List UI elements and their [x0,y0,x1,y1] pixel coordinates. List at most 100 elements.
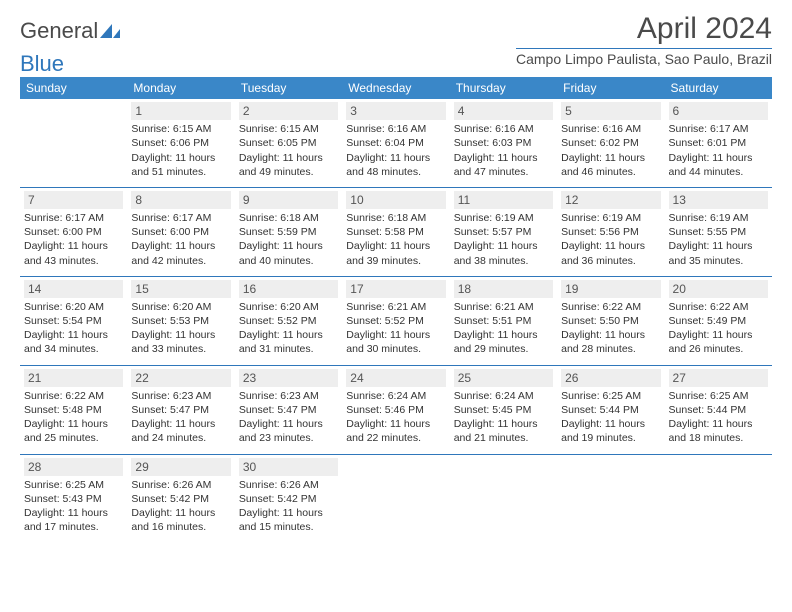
day-details: Sunrise: 6:22 AMSunset: 5:49 PMDaylight:… [669,300,768,357]
calendar-week-row: 28Sunrise: 6:25 AMSunset: 5:43 PMDayligh… [20,454,772,542]
day-details: Sunrise: 6:19 AMSunset: 5:57 PMDaylight:… [454,211,553,268]
day-details: Sunrise: 6:26 AMSunset: 5:42 PMDaylight:… [131,478,230,535]
day-number: 6 [669,102,768,120]
day-line: Sunset: 6:04 PM [346,136,445,150]
calendar-day-cell [557,454,664,542]
day-number: 9 [239,191,338,209]
day-line: and 47 minutes. [454,165,553,179]
calendar-day-cell: 5 Sunrise: 6:16 AMSunset: 6:02 PMDaylight… [557,99,664,187]
day-line: Daylight: 11 hours [131,417,230,431]
day-line: and 49 minutes. [239,165,338,179]
calendar-day-cell: 20Sunrise: 6:22 AMSunset: 5:49 PMDayligh… [665,276,772,365]
day-details: Sunrise: 6:16 AMSunset: 6:03 PMDaylight:… [454,122,553,179]
day-number: 14 [24,280,123,298]
logo-text-2: Blue [20,51,64,77]
day-line: Daylight: 11 hours [669,151,768,165]
calendar-day-cell: 3Sunrise: 6:16 AMSunset: 6:04 PMDaylight… [342,99,449,187]
day-line: Sunset: 6:05 PM [239,136,338,150]
calendar-day-cell: 21Sunrise: 6:22 AMSunset: 5:48 PMDayligh… [20,365,127,454]
day-line: Sunrise: 6:19 AM [561,211,660,225]
day-line: and 16 minutes. [131,520,230,534]
day-details: Sunrise: 6:17 AMSunset: 6:01 PMDaylight:… [669,122,768,179]
day-details: Sunrise: 6:26 AMSunset: 5:42 PMDaylight:… [239,478,338,535]
calendar-day-cell: 22 Sunrise: 6:23 AMSunset: 5:47 PMDayligh… [127,365,234,454]
day-line: and 36 minutes. [561,254,660,268]
day-details: Sunrise: 6:16 AMSunset: 6:02 PMDaylight:… [561,122,660,179]
day-details: Sunrise: 6:25 AMSunset: 5:44 PMDaylight:… [669,389,768,446]
day-line: and 46 minutes. [561,165,660,179]
calendar-day-cell: 29Sunrise: 6:26 AMSunset: 5:42 PMDayligh… [127,454,234,542]
day-line: and 48 minutes. [346,165,445,179]
day-line: Sunrise: 6:17 AM [131,211,230,225]
day-line: Daylight: 11 hours [561,417,660,431]
day-line: Sunset: 5:52 PM [239,314,338,328]
day-line: and 23 minutes. [239,431,338,445]
day-line: and 22 minutes. [346,431,445,445]
day-line: Sunset: 6:06 PM [131,136,230,150]
day-line: Sunset: 6:00 PM [24,225,123,239]
day-details: Sunrise: 6:15 AMSunset: 6:06 PMDaylight:… [131,122,230,179]
day-line: Sunrise: 6:22 AM [561,300,660,314]
day-line: Sunrise: 6:18 AM [239,211,338,225]
day-line: Sunset: 5:42 PM [239,492,338,506]
day-number: 4 [454,102,553,120]
day-line: Sunset: 6:02 PM [561,136,660,150]
day-number: 10 [346,191,445,209]
calendar-day-cell: 18Sunrise: 6:21 AMSunset: 5:51 PMDayligh… [450,276,557,365]
day-line: and 24 minutes. [131,431,230,445]
day-line: Sunrise: 6:22 AM [669,300,768,314]
weekday-header: Wednesday [342,77,449,99]
day-line: Sunset: 5:48 PM [24,403,123,417]
day-line: Sunrise: 6:22 AM [24,389,123,403]
day-line: Sunset: 5:51 PM [454,314,553,328]
day-details: Sunrise: 6:23 AMSunset: 5:47 PMDaylight:… [131,389,230,446]
day-line: Sunrise: 6:16 AM [561,122,660,136]
day-line: Sunset: 5:58 PM [346,225,445,239]
calendar-day-cell: 4 Sunrise: 6:16 AMSunset: 6:03 PMDaylight… [450,99,557,187]
day-line: Sunrise: 6:24 AM [346,389,445,403]
calendar-day-cell: 26Sunrise: 6:25 AMSunset: 5:44 PMDayligh… [557,365,664,454]
calendar-day-cell [20,99,127,187]
day-line: Daylight: 11 hours [561,151,660,165]
day-details: Sunrise: 6:16 AMSunset: 6:04 PMDaylight:… [346,122,445,179]
day-line: Daylight: 11 hours [24,328,123,342]
day-details: Sunrise: 6:25 AMSunset: 5:43 PMDaylight:… [24,478,123,535]
month-title: April 2024 [516,12,772,49]
day-line: Daylight: 11 hours [346,151,445,165]
day-line: Sunrise: 6:16 AM [346,122,445,136]
day-number: 7 [24,191,123,209]
day-line: Sunrise: 6:15 AM [131,122,230,136]
day-line: and 33 minutes. [131,342,230,356]
day-number: 22 [131,369,230,387]
day-line: Sunset: 5:49 PM [669,314,768,328]
day-line: and 28 minutes. [561,342,660,356]
day-line: and 43 minutes. [24,254,123,268]
day-line: Sunset: 5:44 PM [669,403,768,417]
day-line: Sunrise: 6:17 AM [24,211,123,225]
day-line: Sunrise: 6:18 AM [346,211,445,225]
day-line: Sunrise: 6:20 AM [24,300,123,314]
day-line: and 51 minutes. [131,165,230,179]
day-line: and 29 minutes. [454,342,553,356]
day-number: 15 [131,280,230,298]
calendar-day-cell: 15Sunrise: 6:20 AMSunset: 5:53 PMDayligh… [127,276,234,365]
calendar-day-cell: 19Sunrise: 6:22 AMSunset: 5:50 PMDayligh… [557,276,664,365]
calendar-body: 1Sunrise: 6:15 AMSunset: 6:06 PMDaylight… [20,99,772,542]
weekday-header: Tuesday [235,77,342,99]
day-details: Sunrise: 6:25 AMSunset: 5:44 PMDaylight:… [561,389,660,446]
day-number: 21 [24,369,123,387]
calendar-day-cell [665,454,772,542]
day-line: Sunrise: 6:21 AM [346,300,445,314]
day-number: 5 [561,102,660,120]
day-line: Daylight: 11 hours [239,328,338,342]
day-line: and 42 minutes. [131,254,230,268]
day-line: Sunset: 5:55 PM [669,225,768,239]
day-number: 11 [454,191,553,209]
day-line: and 17 minutes. [24,520,123,534]
calendar-day-cell: 13Sunrise: 6:19 AMSunset: 5:55 PMDayligh… [665,187,772,276]
calendar-day-cell: 8Sunrise: 6:17 AMSunset: 6:00 PMDaylight… [127,187,234,276]
day-line: Daylight: 11 hours [24,239,123,253]
day-details: Sunrise: 6:21 AMSunset: 5:52 PMDaylight:… [346,300,445,357]
day-number: 23 [239,369,338,387]
day-line: Daylight: 11 hours [239,506,338,520]
